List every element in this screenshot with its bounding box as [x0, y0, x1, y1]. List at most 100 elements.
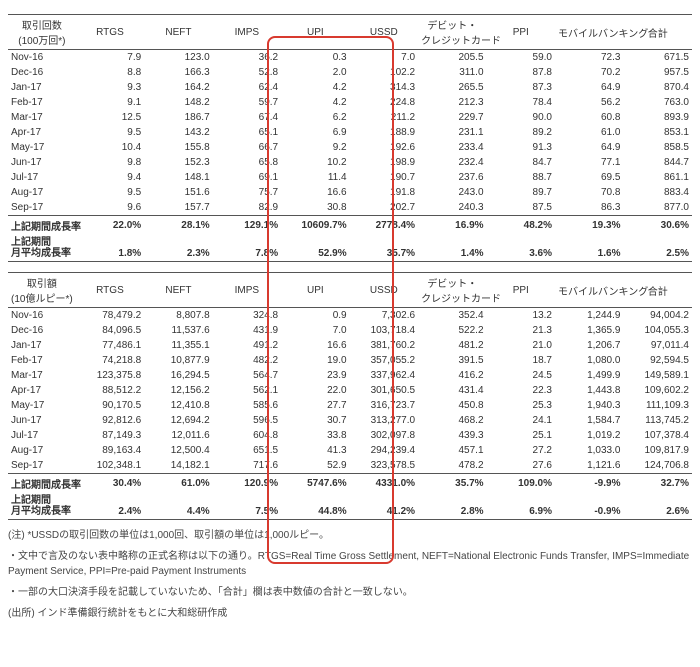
data-cell: 87.5 — [487, 200, 555, 216]
month-cell: Apr-17 — [8, 383, 76, 398]
data-cell: 7.8% — [213, 235, 281, 262]
data-cell: 52.9% — [281, 235, 349, 262]
data-cell: 19.0 — [281, 353, 349, 368]
data-cell: 233.4 — [418, 140, 486, 155]
month-cell: Sep-17 — [8, 458, 76, 474]
data-cell: 12,156.2 — [144, 383, 212, 398]
data-cell: 381,760.2 — [350, 338, 418, 353]
data-cell: 27.6 — [487, 458, 555, 474]
table-row: Feb-1774,218.810,877.9482.219.0357,055.2… — [8, 353, 692, 368]
data-cell: 1,499.9 — [555, 368, 623, 383]
data-cell: 877.0 — [623, 200, 692, 216]
data-cell: 10609.7% — [281, 216, 349, 236]
data-cell: 211.2 — [350, 110, 418, 125]
data-cell: 30.7 — [281, 413, 349, 428]
data-cell: 84.7 — [487, 155, 555, 170]
table-row: Dec-168.8166.352.82.0102.2311.087.870.29… — [8, 65, 692, 80]
column-header: モバイルバンキング — [555, 15, 623, 50]
data-cell: 301,650.5 — [350, 383, 418, 398]
month-cell: Aug-17 — [8, 185, 76, 200]
table-row: Jun-1792,812.612,694.2596.530.7313,277.0… — [8, 413, 692, 428]
footnote-line: (出所) インド準備銀行統計をもとに大和総研作成 — [8, 606, 692, 621]
data-cell: 12,011.6 — [144, 428, 212, 443]
column-header: モバイルバンキング — [555, 273, 623, 308]
data-cell: 16.6 — [281, 338, 349, 353]
data-cell: 87.8 — [487, 65, 555, 80]
data-cell: 18.7 — [487, 353, 555, 368]
data-cell: 1,080.0 — [555, 353, 623, 368]
data-cell: 3.6% — [487, 235, 555, 262]
month-cell: Jan-17 — [8, 80, 76, 95]
table-row: Apr-1788,512.212,156.2562.122.0301,650.5… — [8, 383, 692, 398]
data-cell: 30.4% — [76, 474, 144, 494]
data-cell: 391.5 — [418, 353, 486, 368]
data-cell: 482.2 — [213, 353, 281, 368]
data-cell: 1,019.2 — [555, 428, 623, 443]
table-row: Mar-1712.5186.767.46.2211.2229.790.060.8… — [8, 110, 692, 125]
column-header: USSD — [350, 273, 418, 308]
data-cell: 94,004.2 — [623, 308, 692, 324]
data-cell: 1,584.7 — [555, 413, 623, 428]
data-cell: 77.1 — [555, 155, 623, 170]
data-cell: 671.5 — [623, 50, 692, 66]
data-cell: 1,033.0 — [555, 443, 623, 458]
data-cell: 59.0 — [487, 50, 555, 66]
data-cell: 88,512.2 — [76, 383, 144, 398]
growth-row: 上記期間月平均成長率2.4%4.4%7.5%44.8%41.2%2.8%6.9%… — [8, 493, 692, 520]
data-cell: 11,537.6 — [144, 323, 212, 338]
data-cell: 36.2 — [213, 50, 281, 66]
data-cell: 457.1 — [418, 443, 486, 458]
month-cell: Jul-17 — [8, 170, 76, 185]
data-cell: 858.5 — [623, 140, 692, 155]
data-cell: 205.5 — [418, 50, 486, 66]
data-cell: 27.2 — [487, 443, 555, 458]
data-cell: 431.9 — [213, 323, 281, 338]
data-cell: 92,812.6 — [76, 413, 144, 428]
data-cell: 107,378.4 — [623, 428, 692, 443]
growth-row: 上記期間月平均成長率1.8%2.3%7.8%52.9%35.7%1.4%3.6%… — [8, 235, 692, 262]
data-cell: 25.1 — [487, 428, 555, 443]
data-cell: 853.1 — [623, 125, 692, 140]
table-row: Aug-1789,163.412,500.4651.541.3294,239.4… — [8, 443, 692, 458]
data-cell: 89,163.4 — [76, 443, 144, 458]
data-cell: 1,365.9 — [555, 323, 623, 338]
data-cell: 86.3 — [555, 200, 623, 216]
data-cell: 22.3 — [487, 383, 555, 398]
data-cell: 61.0 — [555, 125, 623, 140]
data-cell: 78.4 — [487, 95, 555, 110]
data-cell: 6.9% — [487, 493, 555, 520]
data-cell: 22.0% — [76, 216, 144, 236]
data-cell: 166.3 — [144, 65, 212, 80]
data-cell: 212.3 — [418, 95, 486, 110]
data-cell: 337,962.4 — [350, 368, 418, 383]
data-cell: 302,097.8 — [350, 428, 418, 443]
data-cell: 0.3 — [281, 50, 349, 66]
data-cell: 224.8 — [350, 95, 418, 110]
data-cell: 2.0 — [281, 65, 349, 80]
data-cell: 14,182.1 — [144, 458, 212, 474]
data-cell: 6.2 — [281, 110, 349, 125]
data-cell: 74,218.8 — [76, 353, 144, 368]
data-cell: 324.8 — [213, 308, 281, 324]
data-cell: 9.6 — [76, 200, 144, 216]
data-cell: 2.6% — [623, 493, 692, 520]
month-cell: Sep-17 — [8, 200, 76, 216]
data-cell: 16.9% — [418, 216, 486, 236]
data-cell: 314.3 — [350, 80, 418, 95]
month-cell: Nov-16 — [8, 308, 76, 324]
data-cell: 66.7 — [213, 140, 281, 155]
month-cell: Apr-17 — [8, 125, 76, 140]
data-cell: 56.2 — [555, 95, 623, 110]
data-cell: 143.2 — [144, 125, 212, 140]
data-cell: 202.7 — [350, 200, 418, 216]
data-cell: 1,443.8 — [555, 383, 623, 398]
data-cell: 104,055.3 — [623, 323, 692, 338]
data-cell: 149,589.1 — [623, 368, 692, 383]
data-cell: 651.5 — [213, 443, 281, 458]
data-table: 取引回数(100万回*)RTGSNEFTIMPSUPIUSSDデビット・クレジッ… — [8, 14, 692, 520]
growth-label: 上記期間成長率 — [8, 216, 76, 236]
month-cell: Jun-17 — [8, 413, 76, 428]
data-cell: 439.3 — [418, 428, 486, 443]
data-cell: 109,817.9 — [623, 443, 692, 458]
data-cell: 151.6 — [144, 185, 212, 200]
